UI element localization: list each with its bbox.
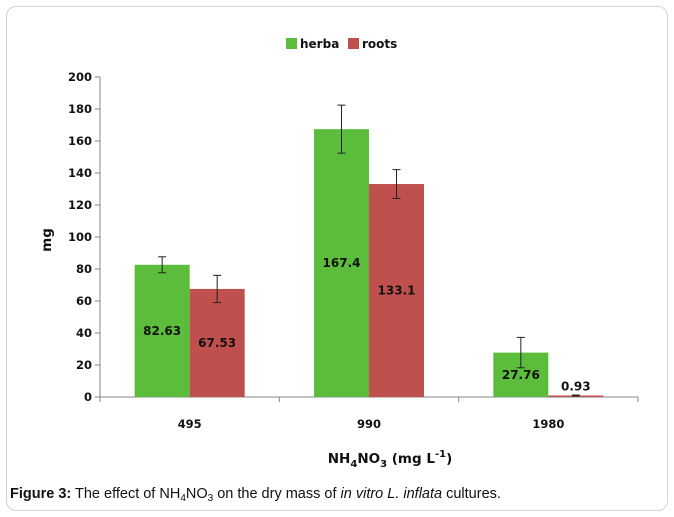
x-title-sub: 3 [380, 459, 387, 470]
y-tick-label: 120 [68, 198, 92, 212]
data-label: 133.1 [378, 284, 416, 298]
legend: herba roots [286, 37, 397, 51]
x-tick-label: 495 [178, 417, 202, 431]
figure-caption: Figure 3: The effect of NH4NO3 on the dr… [10, 486, 501, 504]
x-axis: 495 990 1980 [99, 396, 639, 431]
data-label: 27.76 [502, 368, 540, 382]
y-tick-label: 200 [68, 70, 92, 84]
y-tick-label: 100 [68, 230, 92, 244]
y-tick-label: 160 [68, 134, 92, 148]
caption-sub: 3 [207, 493, 214, 504]
bar-herba [314, 129, 369, 397]
legend-swatch-roots [348, 38, 359, 49]
y-axis-title: mg [39, 228, 55, 252]
caption-text: on the dry mass of [213, 486, 341, 502]
bar-chart: herba roots 0 20 40 60 80 100 120 140 160 180 200 4… [39, 37, 639, 470]
caption-label: Figure 3: [10, 486, 72, 502]
x-title-part: ) [446, 451, 452, 467]
x-tick-label: 990 [357, 417, 381, 431]
y-axis: 0 20 40 60 80 100 120 140 160 180 200 [68, 70, 101, 404]
bars: 82.63 67.53 167.4 133.1 27.76 0.93 [134, 104, 604, 397]
data-label: 0.93 [561, 380, 591, 394]
data-label: 82.63 [143, 324, 181, 338]
x-title-part: (mg L [387, 451, 435, 467]
y-tick-label: 140 [68, 166, 92, 180]
caption-sub: 4 [180, 493, 186, 504]
y-tick-label: 60 [76, 294, 92, 308]
bar-herba [134, 264, 190, 397]
caption-text: The effect of NH [71, 486, 181, 502]
x-title-part: NO [357, 451, 380, 467]
bar-roots [369, 184, 424, 397]
y-tick-label: 180 [68, 102, 92, 116]
legend-label-roots: roots [362, 37, 397, 51]
legend-label-herba: herba [300, 37, 339, 51]
x-axis-title: NH4NO3 (mg L-1) [328, 449, 453, 470]
x-title-sup: -1 [435, 449, 446, 460]
x-title-part: NH [328, 451, 351, 467]
x-title-sub: 4 [350, 459, 357, 470]
caption-italic: in vitro L. inflata [340, 486, 443, 502]
caption-text: cultures. [442, 486, 501, 502]
y-tick-label: 0 [84, 390, 92, 404]
x-tick-label: 1980 [532, 417, 564, 431]
caption-text: NO [185, 486, 208, 502]
bar-roots [189, 288, 245, 397]
y-tick-label: 40 [76, 326, 92, 340]
y-tick-label: 20 [76, 358, 92, 372]
data-label: 167.4 [323, 256, 361, 270]
data-label: 67.53 [198, 336, 236, 350]
legend-swatch-herba [286, 38, 297, 49]
y-tick-label: 80 [76, 262, 92, 276]
